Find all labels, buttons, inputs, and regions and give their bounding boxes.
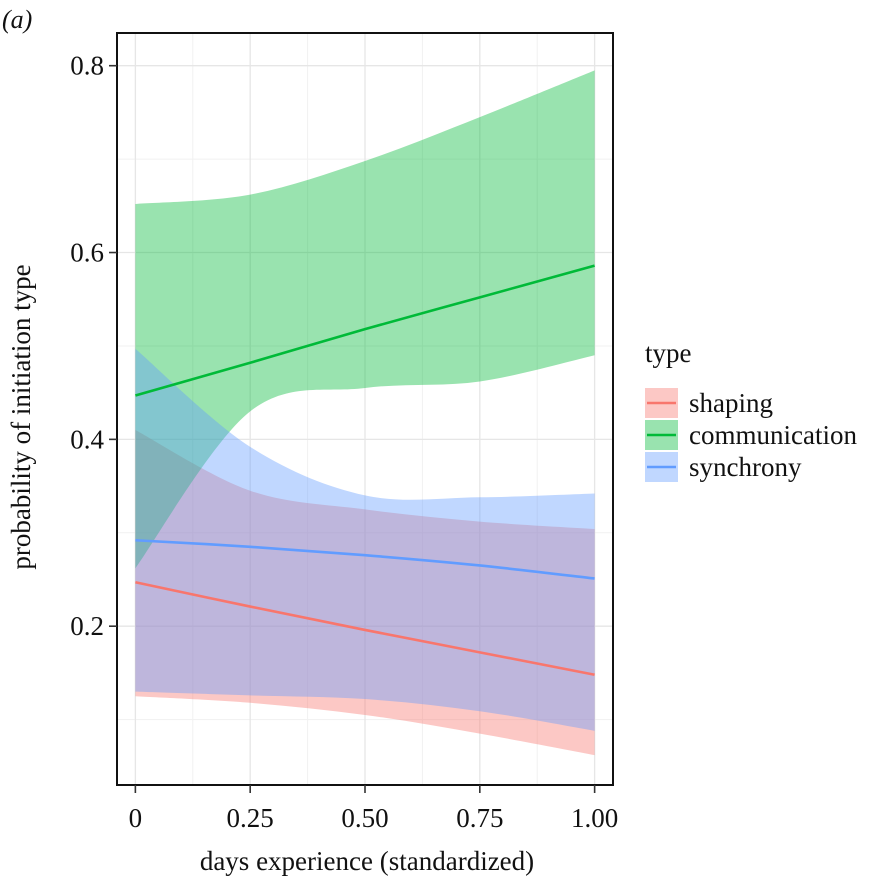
band-communication — [135, 70, 595, 569]
band-synchrony — [135, 348, 595, 731]
grid-major — [117, 33, 613, 785]
x-tick-label: 0 — [129, 803, 143, 833]
legend-label-shaping: shaping — [689, 388, 773, 418]
legend-title: type — [645, 338, 692, 368]
panel-label: (a) — [2, 5, 32, 34]
legend-label-synchrony: synchrony — [689, 452, 802, 482]
y-axis: 0.2 0.4 0.6 0.8 — [70, 51, 117, 641]
x-tick-label: 0.75 — [456, 803, 503, 833]
x-tick-label: 0.25 — [227, 803, 274, 833]
y-axis-label: probability of initiation type — [6, 264, 36, 569]
line-communication — [135, 264, 595, 397]
series-lines — [135, 264, 595, 677]
y-tick-label: 0.6 — [70, 238, 104, 268]
line-synchrony — [135, 538, 595, 580]
x-axis: 0 0.25 0.50 0.75 1.00 — [129, 785, 618, 833]
y-tick-label: 0.2 — [70, 611, 104, 641]
y-tick-label: 0.4 — [70, 424, 104, 454]
band-shaping — [135, 430, 595, 756]
x-axis-label: days experience (standardized) — [200, 846, 534, 876]
y-tick-label: 0.8 — [70, 51, 104, 81]
line-shaping — [135, 581, 595, 677]
plot-area — [116, 32, 614, 786]
legend-label-communication: communication — [689, 420, 857, 450]
x-tick-label: 1.00 — [571, 803, 618, 833]
confidence-bands — [135, 70, 595, 756]
x-tick-label: 0.50 — [341, 803, 388, 833]
